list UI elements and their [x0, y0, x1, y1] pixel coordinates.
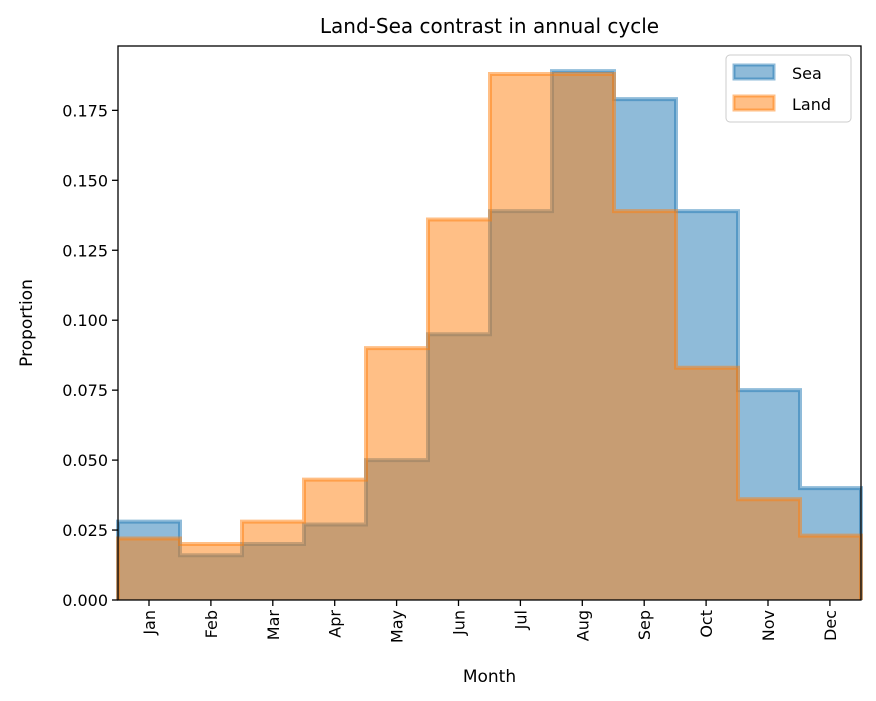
- bar-land-jul: [490, 73, 552, 600]
- plot-frame: [117, 45, 862, 601]
- x-tick-label: May: [388, 610, 407, 643]
- legend-label-land: Land: [792, 95, 831, 114]
- y-tick-label: 0.050: [62, 451, 108, 470]
- x-axis-label: Month: [463, 667, 516, 687]
- x-tick-label: Nov: [759, 610, 778, 641]
- y-tick-label: 0.175: [62, 101, 108, 120]
- legend: Sea Land: [725, 54, 852, 123]
- chart-title: Land-Sea contrast in annual cycle: [320, 14, 659, 38]
- legend-swatch-land: [732, 94, 776, 112]
- bar-land-may: [366, 348, 428, 600]
- bar-land-mar: [242, 521, 304, 600]
- bar-land-aug: [552, 73, 614, 600]
- y-tick-label: 0.025: [62, 521, 108, 540]
- x-tick-label: Sep: [635, 610, 654, 640]
- ticks-layer: 0.000 0.025 0.050 0.075 0.100 0.125 0.150 0.175…: [62, 101, 840, 643]
- bar-land-feb: [180, 544, 242, 600]
- y-tick-label: 0.100: [62, 311, 108, 330]
- bar-land-apr: [304, 479, 366, 600]
- y-tick-label: 0.075: [62, 381, 108, 400]
- x-tick-label: Jan: [140, 610, 159, 636]
- bar-land-jun: [428, 219, 490, 601]
- bar-land-jan: [118, 538, 180, 600]
- bar-land-sep: [614, 211, 676, 600]
- series-land: [116, 71, 863, 601]
- bars-layer: [116, 69, 863, 601]
- bar-land-dec: [800, 535, 861, 600]
- y-axis-label: Proportion: [17, 279, 37, 367]
- bar-land-oct: [676, 367, 738, 600]
- x-tick-label: Jul: [511, 610, 530, 630]
- outline-land: [116, 71, 863, 600]
- x-tick-label: Apr: [326, 610, 345, 638]
- x-tick-label: Aug: [573, 610, 592, 641]
- y-tick-label: 0.150: [62, 171, 108, 190]
- x-tick-label: Dec: [821, 610, 840, 641]
- legend-label-sea: Sea: [792, 64, 822, 83]
- legend-swatch-sea: [732, 63, 776, 81]
- x-tick-label: Feb: [202, 610, 221, 638]
- y-tick-label: 0.125: [62, 241, 108, 260]
- x-tick-label: Mar: [264, 610, 283, 641]
- bar-land-nov: [738, 499, 800, 600]
- x-tick-label: Oct: [697, 610, 716, 638]
- x-tick-label: Jun: [450, 610, 469, 636]
- y-tick-label: 0.000: [62, 591, 108, 610]
